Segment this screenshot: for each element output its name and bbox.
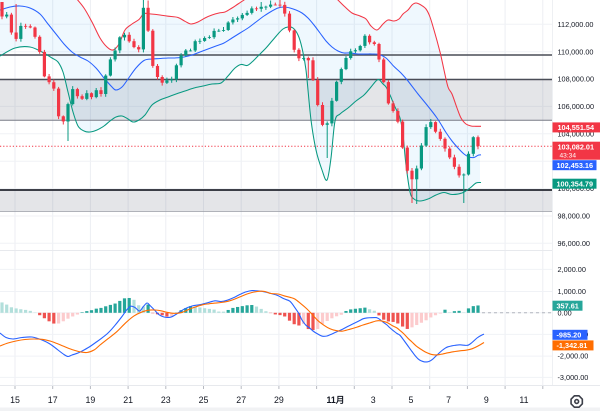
svg-text:108,000.00: 108,000.00 (558, 75, 595, 84)
svg-text:17: 17 (48, 395, 58, 405)
svg-text:3: 3 (371, 395, 376, 405)
svg-text:98,000.00: 98,000.00 (558, 212, 590, 221)
svg-text:25: 25 (199, 395, 209, 405)
svg-text:100,354.79: 100,354.79 (557, 180, 594, 189)
svg-text:43:34: 43:34 (560, 153, 577, 160)
svg-text:27: 27 (236, 395, 246, 405)
svg-text:21: 21 (123, 395, 133, 405)
svg-text:104,000.00: 104,000.00 (558, 129, 595, 138)
svg-text:1,000.00: 1,000.00 (558, 287, 586, 296)
svg-text:11月: 11月 (326, 395, 344, 405)
svg-text:19: 19 (86, 395, 96, 405)
svg-text:96,000.00: 96,000.00 (558, 239, 590, 248)
svg-text:5: 5 (408, 395, 413, 405)
svg-text:15: 15 (10, 395, 20, 405)
svg-text:-985.20: -985.20 (557, 331, 582, 340)
svg-text:2,000.00: 2,000.00 (558, 265, 586, 274)
svg-text:104,551.54: 104,551.54 (558, 123, 595, 132)
svg-text:102,453.16: 102,453.16 (557, 161, 594, 170)
svg-text:112,000.00: 112,000.00 (558, 20, 594, 29)
svg-text:-1,342.81: -1,342.81 (557, 341, 588, 350)
svg-text:106,000.00: 106,000.00 (558, 102, 595, 111)
svg-text:-3,000.00: -3,000.00 (558, 373, 589, 382)
svg-text:-2,000.00: -2,000.00 (558, 352, 589, 361)
svg-text:9: 9 (484, 395, 489, 405)
svg-text:29: 29 (274, 395, 284, 405)
svg-text:103,082.01: 103,082.01 (558, 142, 595, 151)
svg-text:357.61: 357.61 (557, 302, 579, 311)
svg-text:110,000.00: 110,000.00 (558, 47, 594, 56)
svg-text:11: 11 (519, 395, 528, 405)
svg-text:23: 23 (161, 395, 171, 405)
svg-text:0.00: 0.00 (558, 308, 572, 317)
svg-text:7: 7 (446, 395, 451, 405)
